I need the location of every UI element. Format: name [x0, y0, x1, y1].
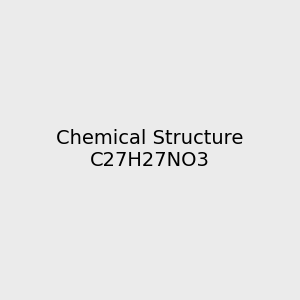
Text: Chemical Structure
C27H27NO3: Chemical Structure C27H27NO3	[56, 130, 244, 170]
